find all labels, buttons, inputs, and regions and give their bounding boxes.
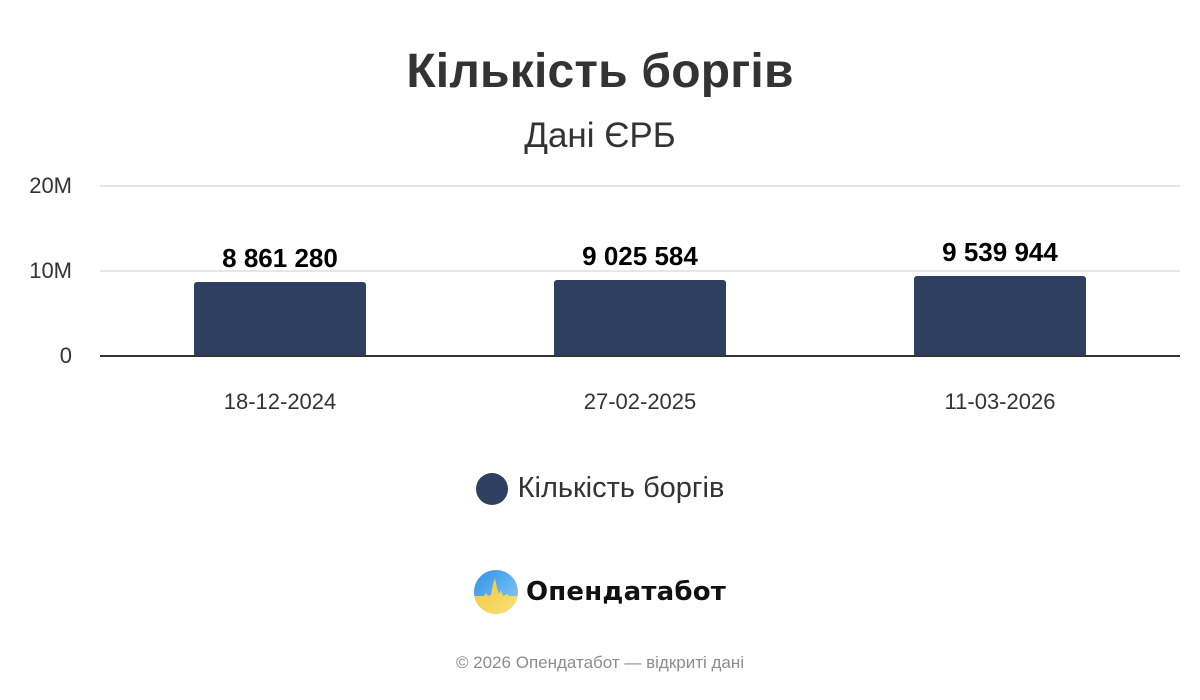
y-tick-20m: 20M xyxy=(29,173,72,198)
chart-title: Кількість боргів xyxy=(406,45,794,98)
chart-subtitle: Дані ЄРБ xyxy=(524,116,676,155)
brand: Опендатабот xyxy=(0,570,1200,614)
gridline-20m xyxy=(100,185,1180,187)
x-tick-label: 27-02-2025 xyxy=(583,389,697,414)
plot-area xyxy=(100,185,1180,357)
bar-value-label: 8 861 280 xyxy=(222,243,338,273)
legend-label: Кількість боргів xyxy=(517,472,725,504)
x-axis-baseline xyxy=(100,355,1180,357)
x-tick-label: 18-12-2024 xyxy=(223,389,337,414)
bar-value-label: 9 539 944 xyxy=(942,237,1058,267)
bar-18-12-2024[interactable] xyxy=(194,282,366,356)
opendatabot-logo-icon xyxy=(473,570,518,614)
footer-copyright: © 2026 Опендатабот — відкриті дані xyxy=(455,653,745,672)
legend-swatch-icon xyxy=(475,472,508,505)
legend: Кількість боргів xyxy=(0,472,1200,505)
y-tick-0: 0 xyxy=(59,343,72,368)
x-tick-label: 11-03-2026 xyxy=(944,389,1056,414)
y-tick-10m: 10M xyxy=(29,258,72,283)
bar-value-label: 9 025 584 xyxy=(582,241,698,271)
gridline-10m xyxy=(100,270,1180,272)
bar-27-02-2025[interactable] xyxy=(554,280,726,356)
brand-name: Опендатабот xyxy=(525,577,727,607)
legend-item-debts[interactable]: Кількість боргів xyxy=(475,472,725,505)
bar-11-03-2026[interactable] xyxy=(914,276,1086,356)
